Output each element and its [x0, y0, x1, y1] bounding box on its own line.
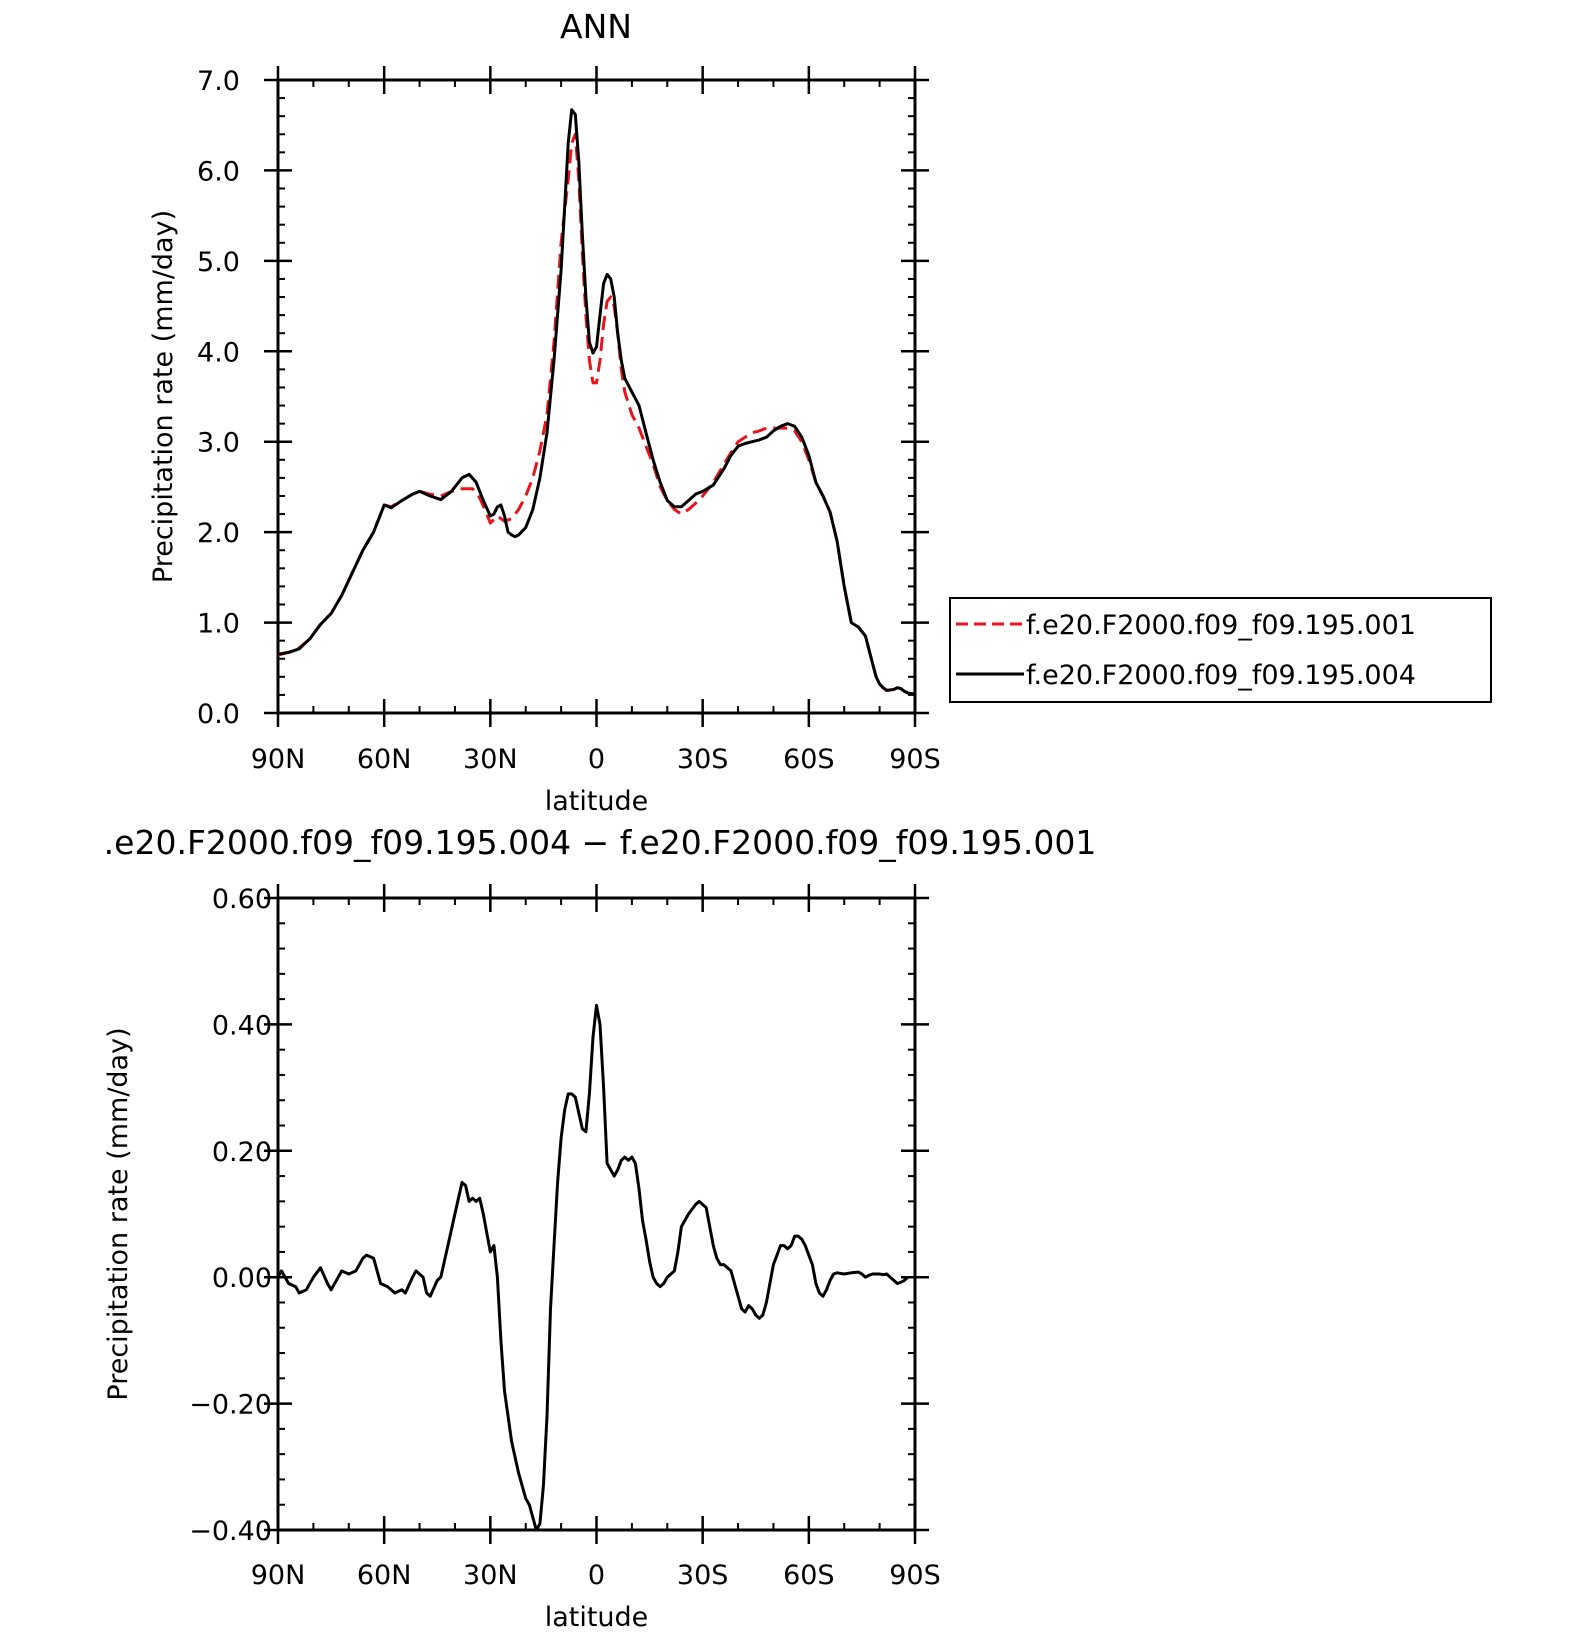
- y-tick-label: 0.60: [212, 884, 272, 915]
- y-tick-label: −0.40: [189, 1516, 272, 1547]
- y-axis-label: Precipitation rate (mm/day): [148, 210, 179, 583]
- x-tick-label: 30N: [463, 744, 518, 775]
- y-tick-label: 0.0: [197, 699, 240, 730]
- y-tick-label: 4.0: [197, 337, 240, 368]
- series-line-1: [276, 1003, 909, 1532]
- y-tick-label: 0.20: [212, 1137, 272, 1168]
- x-tick-label: 90N: [251, 1560, 306, 1591]
- y-tick-label: 0.40: [212, 1010, 272, 1041]
- x-tick-label: 60S: [783, 744, 835, 775]
- x-tick-label: 30N: [463, 1560, 518, 1591]
- y-tick-label: 2.0: [197, 518, 240, 549]
- x-axis-label: latitude: [545, 1602, 649, 1633]
- x-axis-label: latitude: [545, 786, 649, 817]
- bottom-panel: .e20.F2000.f09_f09.195.004 − f.e20.F2000…: [103, 823, 1096, 1633]
- y-axis-label: Precipitation rate (mm/day): [103, 1027, 134, 1400]
- x-tick-label: 90N: [251, 744, 306, 775]
- y-tick-label: 3.0: [197, 428, 240, 459]
- y-tick-label: 6.0: [197, 156, 240, 187]
- chart-title: .e20.F2000.f09_f09.195.004 − f.e20.F2000…: [104, 823, 1097, 862]
- legend-box: [949, 597, 1492, 703]
- legend-label-1: f.e20.F2000.f09_f09.195.001: [1026, 610, 1416, 641]
- x-tick-label: 60N: [357, 744, 412, 775]
- x-tick-label: 0: [588, 744, 605, 775]
- y-tick-label: 5.0: [197, 247, 240, 278]
- x-tick-label: 30S: [677, 744, 729, 775]
- x-tick-label: 90S: [889, 744, 941, 775]
- y-tick-label: −0.20: [189, 1390, 272, 1421]
- x-tick-label: 90S: [889, 1560, 941, 1591]
- y-tick-label: 0.00: [212, 1263, 272, 1294]
- series-line-2: [277, 108, 916, 696]
- y-tick-label: 7.0: [197, 66, 240, 97]
- y-tick-label: 1.0: [197, 609, 240, 640]
- x-tick-label: 60N: [357, 1560, 412, 1591]
- x-tick-label: 60S: [783, 1560, 835, 1591]
- legend-label-2: f.e20.F2000.f09_f09.195.004: [1026, 660, 1416, 691]
- top-panel: ANN 90N 60N 30N 0 30S 60S 90S 0.0 1.0 2.0 3.0 4.0 5.0…: [148, 7, 1492, 817]
- x-tick-label: 0: [588, 1560, 605, 1591]
- chart-title: ANN: [560, 7, 632, 46]
- x-tick-label: 30S: [677, 1560, 729, 1591]
